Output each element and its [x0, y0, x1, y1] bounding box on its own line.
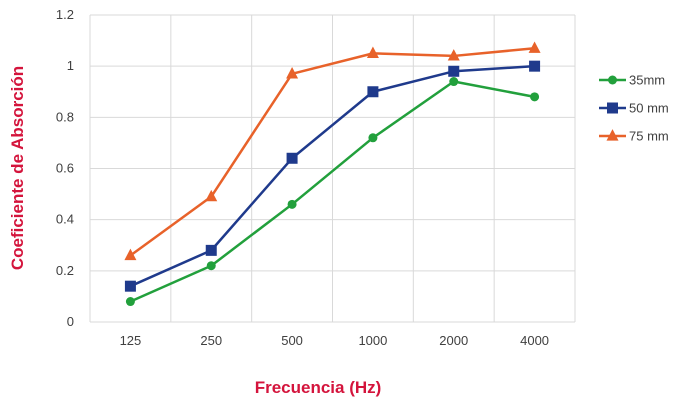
x-axis-ticks: 125 250 500 1000 2000 4000 — [120, 333, 549, 348]
plot-grid — [89, 14, 576, 323]
legend-item: 35mm — [599, 73, 665, 88]
x-tick-label: 125 — [120, 333, 142, 348]
legend: 35mm 50 mm 75 mm — [599, 73, 669, 144]
data-point — [368, 133, 378, 143]
legend-item: 50 mm — [599, 101, 669, 116]
series-group — [124, 41, 541, 307]
x-axis-title: Frecuencia (Hz) — [255, 378, 382, 397]
series-35mm — [125, 77, 540, 307]
data-point — [366, 46, 379, 58]
data-point — [287, 199, 297, 209]
legend-marker — [607, 102, 618, 114]
data-point — [205, 244, 217, 256]
y-tick-label: 0.2 — [56, 263, 74, 278]
data-point — [125, 297, 135, 307]
x-tick-label: 1000 — [358, 333, 387, 348]
data-point — [529, 60, 541, 72]
legend-item: 75 mm — [599, 129, 669, 144]
data-point — [448, 65, 460, 77]
data-point — [124, 248, 137, 261]
series-75mm — [124, 41, 541, 261]
data-point — [286, 152, 298, 164]
legend-marker — [608, 75, 617, 85]
legend-label: 35mm — [629, 73, 665, 88]
data-point — [206, 261, 216, 271]
series-line — [129, 80, 535, 303]
y-tick-label: 0 — [67, 314, 74, 329]
data-point — [449, 77, 459, 87]
series-line — [129, 47, 535, 257]
legend-label: 75 mm — [629, 129, 669, 144]
y-tick-label: 1 — [67, 58, 74, 73]
data-point — [205, 189, 218, 202]
x-tick-label: 4000 — [520, 333, 549, 348]
y-axis-title: Coeficiente de Absorción — [8, 66, 27, 270]
data-point — [367, 86, 379, 98]
y-axis-ticks: 0 0.2 0.4 0.6 0.8 1 1.2 — [56, 7, 74, 329]
legend-label: 50 mm — [629, 101, 669, 116]
data-point — [447, 49, 460, 61]
data-point — [530, 92, 540, 102]
y-tick-label: 0.6 — [56, 161, 74, 176]
x-tick-label: 500 — [281, 333, 303, 348]
legend-marker — [606, 129, 619, 141]
series-50mm — [124, 60, 541, 292]
data-point — [528, 41, 541, 53]
y-tick-label: 0.8 — [56, 109, 74, 124]
x-tick-label: 250 — [200, 333, 222, 348]
series-line — [129, 64, 535, 288]
data-point — [124, 280, 136, 292]
y-tick-label: 1.2 — [56, 7, 74, 22]
x-tick-label: 2000 — [439, 333, 468, 348]
y-tick-label: 0.4 — [56, 212, 74, 227]
data-point — [286, 67, 299, 79]
